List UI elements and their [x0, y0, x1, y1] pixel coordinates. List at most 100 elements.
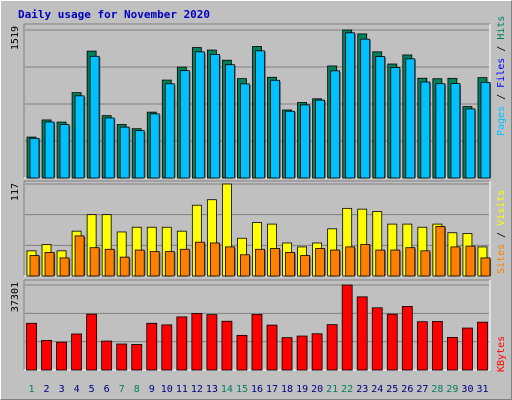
x-tick-label-13: 13 — [206, 384, 218, 395]
bar-sites-day-17 — [270, 248, 280, 277]
bar-kbytes-day-9 — [146, 322, 158, 371]
x-tick-label-7: 7 — [119, 384, 125, 395]
bar-files-day-9 — [149, 113, 160, 179]
x-tick-label-10: 10 — [161, 384, 173, 395]
bar-files-day-29 — [450, 83, 461, 179]
bar-sites-day-2 — [44, 252, 55, 277]
bar-sites-day-9 — [149, 251, 160, 277]
bar-files-day-20 — [315, 99, 326, 179]
x-tick-label-27: 27 — [416, 384, 428, 395]
bar-files-day-2 — [44, 121, 55, 179]
x-tick-label-18: 18 — [281, 384, 293, 395]
bar-sites-day-26 — [405, 247, 416, 277]
side-label-sep1: / — [496, 226, 507, 244]
x-tick-label-26: 26 — [401, 384, 413, 395]
bar-kbytes-day-8 — [131, 344, 143, 371]
bar-kbytes-day-14 — [221, 320, 233, 371]
x-tick-label-22: 22 — [341, 384, 353, 395]
x-tick-label-9: 9 — [149, 384, 155, 395]
bar-files-day-3 — [59, 124, 70, 179]
bar-kbytes-day-5 — [86, 313, 98, 371]
x-tick-label-31: 31 — [476, 384, 488, 395]
x-tick-label-25: 25 — [386, 384, 398, 395]
bar-files-day-23 — [360, 38, 371, 179]
bar-files-day-14 — [225, 64, 235, 179]
bar-sites-day-4 — [74, 235, 85, 277]
bar-sites-day-22 — [345, 246, 356, 277]
bar-files-day-27 — [420, 81, 431, 179]
bar-files-day-25 — [390, 67, 401, 179]
bar-kbytes-day-17 — [266, 324, 278, 371]
bar-kbytes-day-28 — [431, 321, 443, 371]
bar-kbytes-day-18 — [281, 337, 293, 371]
bar-files-day-16 — [255, 50, 265, 179]
y-max-label: 37301 — [10, 282, 21, 312]
bar-kbytes-day-6 — [101, 340, 113, 371]
bar-sites-day-29 — [450, 246, 461, 277]
bar-kbytes-day-31 — [477, 321, 488, 371]
x-tick-label-21: 21 — [326, 384, 338, 395]
side-label-sep2: / — [496, 40, 507, 58]
bar-files-day-15 — [240, 83, 250, 179]
bar-kbytes-day-27 — [416, 321, 428, 371]
bar-sites-day-21 — [330, 249, 341, 277]
bar-files-day-22 — [345, 32, 356, 179]
x-tick-label-29: 29 — [446, 384, 458, 395]
x-tick-label-14: 14 — [221, 384, 233, 395]
panel-hits-files: 1519 Pages / Files / Hits — [10, 16, 507, 179]
x-tick-label-6: 6 — [104, 384, 110, 395]
side-label-third: Hits — [496, 16, 507, 40]
bar-sites-day-12 — [194, 241, 205, 277]
bar-files-day-19 — [300, 104, 310, 179]
bar-files-day-5 — [89, 55, 100, 179]
bar-sites-day-6 — [104, 248, 115, 277]
bar-sites-day-13 — [209, 242, 220, 277]
bar-files-day-30 — [465, 108, 476, 179]
bar-kbytes-day-2 — [41, 339, 52, 371]
side-label-sep1: / — [496, 88, 507, 106]
x-tick-label-5: 5 — [89, 384, 95, 395]
x-tick-label-3: 3 — [59, 384, 65, 395]
chart-title: Daily usage for November 2020 — [18, 8, 211, 21]
bar-files-day-28 — [435, 83, 446, 179]
bar-files-day-21 — [330, 70, 341, 179]
bar-kbytes-day-25 — [386, 313, 398, 371]
bar-kbytes-day-24 — [371, 307, 383, 371]
x-tick-label-12: 12 — [191, 384, 203, 395]
side-label-first: Pages — [496, 106, 507, 136]
bar-sites-day-31 — [480, 257, 491, 277]
x-tick-label-20: 20 — [311, 384, 323, 395]
x-tick-label-4: 4 — [74, 384, 80, 395]
bar-files-day-7 — [119, 126, 130, 179]
x-tick-label-24: 24 — [371, 384, 383, 395]
x-tick-label-28: 28 — [431, 384, 443, 395]
side-label-second: Files — [496, 58, 507, 88]
bar-kbytes-day-21 — [326, 324, 338, 371]
bar-sites-day-16 — [255, 248, 265, 277]
y-max-label: 117 — [10, 183, 21, 201]
side-label: Pages / Files / Hits — [496, 16, 507, 136]
bar-files-day-17 — [270, 79, 280, 179]
bar-kbytes-day-19 — [296, 335, 308, 371]
y-max-label: 1519 — [10, 26, 21, 50]
bar-kbytes-day-4 — [71, 333, 82, 371]
bar-sites-day-3 — [59, 257, 70, 277]
bar-kbytes-day-7 — [116, 343, 128, 371]
bar-kbytes-day-20 — [311, 333, 323, 371]
bar-files-day-18 — [285, 110, 295, 179]
bar-sites-day-23 — [360, 244, 371, 277]
bar-sites-day-1 — [29, 255, 40, 277]
x-tick-label-15: 15 — [236, 384, 248, 395]
bar-kbytes-day-15 — [236, 334, 248, 371]
bar-files-day-13 — [209, 54, 220, 179]
side-label: Sites / Visits — [496, 190, 507, 274]
side-label-first: Sites — [496, 244, 507, 274]
bar-sites-day-28 — [435, 226, 446, 277]
bar-sites-day-30 — [465, 245, 476, 277]
bar-kbytes-day-16 — [251, 313, 263, 371]
x-tick-label-17: 17 — [266, 384, 278, 395]
bar-kbytes-day-30 — [462, 327, 473, 371]
bar-files-day-1 — [29, 137, 40, 179]
bar-kbytes-day-1 — [26, 322, 37, 371]
side-label-second: Visits — [496, 190, 507, 226]
